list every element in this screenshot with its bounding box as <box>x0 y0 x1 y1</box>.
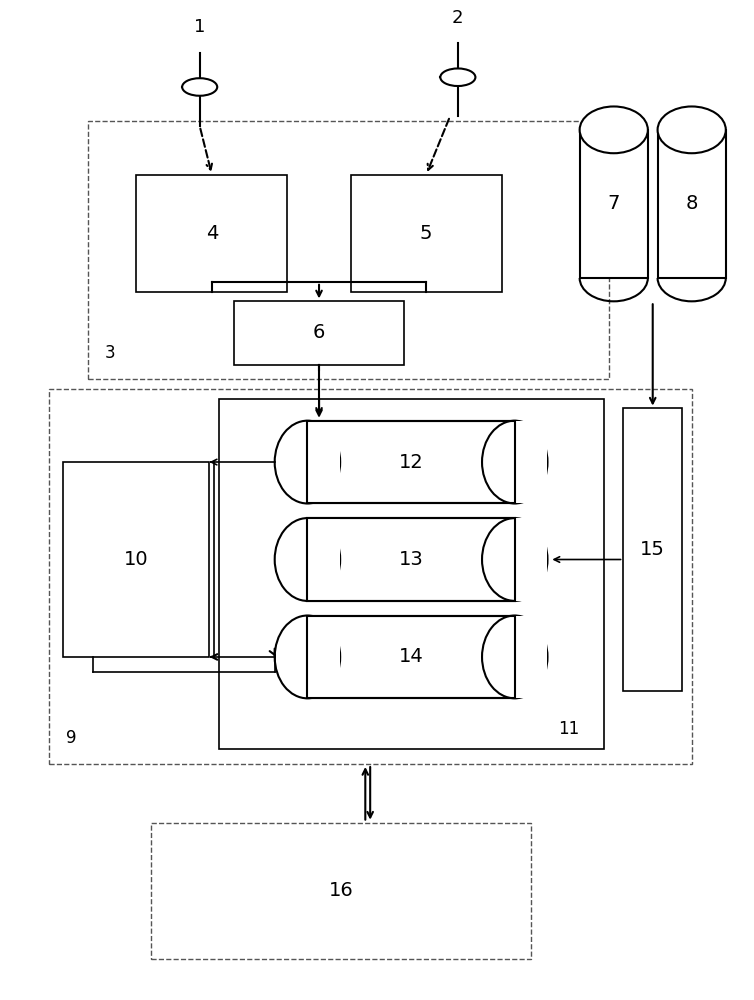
Ellipse shape <box>482 518 547 601</box>
Bar <box>308 518 515 601</box>
Text: 10: 10 <box>124 550 149 569</box>
Bar <box>308 421 515 503</box>
Ellipse shape <box>482 421 547 503</box>
Ellipse shape <box>274 518 340 601</box>
Bar <box>136 175 287 292</box>
Text: 16: 16 <box>329 881 354 900</box>
Bar <box>308 616 340 698</box>
Text: 8: 8 <box>685 194 698 213</box>
Bar <box>63 462 210 657</box>
Text: 11: 11 <box>559 720 580 738</box>
Ellipse shape <box>580 106 648 153</box>
Ellipse shape <box>482 616 547 698</box>
Bar <box>308 616 515 698</box>
Bar <box>308 518 515 601</box>
Bar <box>351 175 501 292</box>
Bar <box>308 518 340 601</box>
Bar <box>234 301 404 365</box>
Ellipse shape <box>274 616 340 698</box>
Text: 12: 12 <box>399 453 424 472</box>
Bar <box>87 121 609 379</box>
Bar <box>308 421 515 503</box>
Bar <box>515 616 547 698</box>
Bar <box>49 389 691 764</box>
Text: 15: 15 <box>640 540 665 559</box>
Text: 7: 7 <box>608 194 620 213</box>
Text: 1: 1 <box>194 18 205 36</box>
Bar <box>219 399 604 749</box>
Bar <box>515 421 547 503</box>
Ellipse shape <box>440 68 476 86</box>
Text: 9: 9 <box>66 729 77 747</box>
Ellipse shape <box>274 421 340 503</box>
Ellipse shape <box>657 106 726 153</box>
Ellipse shape <box>182 78 217 96</box>
Bar <box>308 421 340 503</box>
Bar <box>624 408 682 691</box>
Text: 5: 5 <box>420 224 433 243</box>
Bar <box>151 823 531 959</box>
Text: 3: 3 <box>105 344 116 362</box>
Bar <box>580 130 648 278</box>
Text: 4: 4 <box>206 224 218 243</box>
Text: 14: 14 <box>399 647 424 666</box>
Bar <box>657 130 726 278</box>
Bar <box>515 518 547 601</box>
Text: 13: 13 <box>399 550 424 569</box>
Text: 2: 2 <box>452 9 464 27</box>
Text: 6: 6 <box>313 323 325 342</box>
Bar <box>308 616 515 698</box>
